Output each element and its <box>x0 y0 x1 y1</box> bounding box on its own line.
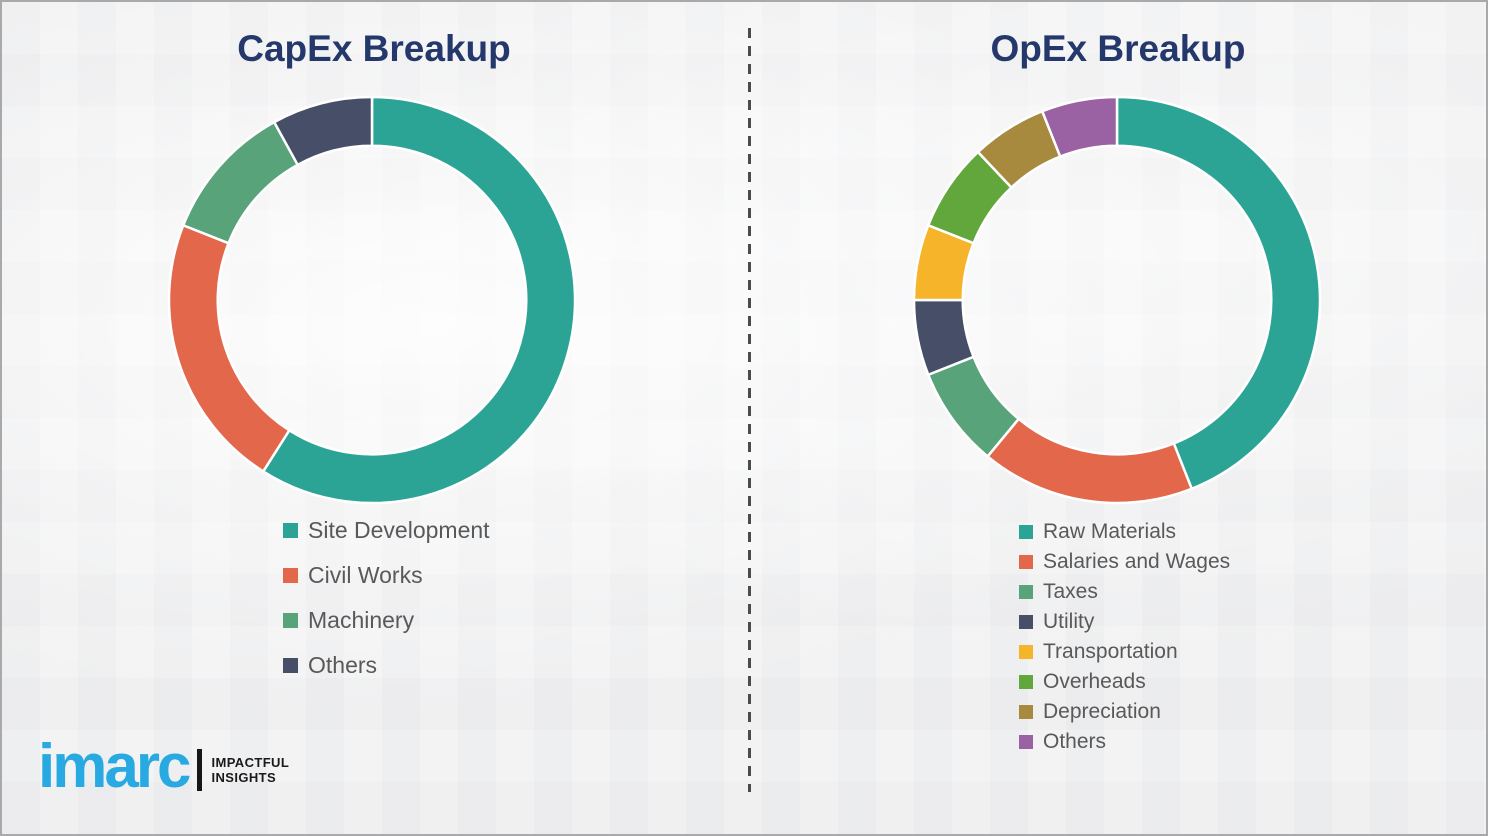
logo-divider-bar <box>197 749 203 792</box>
legend-swatch-depreciation <box>1019 705 1033 719</box>
legend-item-depreciation: Depreciation <box>1019 697 1230 727</box>
legend-swatch-transportation <box>1019 645 1033 659</box>
legend-item-civil-works: Civil Works <box>283 553 490 598</box>
capex-legend: Site Development Civil Works Machinery Othe… <box>283 508 490 688</box>
legend-item-transportation: Transportation <box>1019 637 1230 667</box>
logo-tagline-line2: INSIGHTS <box>211 770 277 786</box>
imarc-logo-wordmark: imarc <box>38 732 191 801</box>
legend-swatch-overheads <box>1019 675 1033 689</box>
legend-item-raw-materials: Raw Materials <box>1019 517 1230 547</box>
legend-label-civil-works: Civil Works <box>308 562 423 588</box>
capex-breakup-slice-others <box>272 95 374 167</box>
capex-breakup-slice-site-development <box>261 95 577 505</box>
opex-donut-chart <box>912 95 1322 505</box>
logo-tagline-line1: IMPACTFUL <box>211 755 290 771</box>
opex-legend: Raw Materials Salaries and Wages Taxes Util… <box>1019 517 1230 757</box>
legend-label-taxes: Taxes <box>1043 580 1098 603</box>
legend-swatch-others <box>283 658 298 673</box>
legend-item-utility: Utility <box>1019 607 1230 637</box>
legend-swatch-salaries-and-wages <box>1019 555 1033 569</box>
imarc-logo: imarc IMPACTFUL INSIGHTS <box>38 732 289 801</box>
legend-label-others: Others <box>308 652 378 678</box>
legend-label-raw-materials: Raw Materials <box>1043 520 1177 543</box>
legend-label-depreciation: Depreciation <box>1043 700 1161 723</box>
capex-breakup-slice-machinery <box>181 120 300 245</box>
legend-swatch-site-development <box>283 523 298 538</box>
capex-breakup-slice-civil-works <box>167 223 292 474</box>
legend-swatch-raw-materials <box>1019 525 1033 539</box>
legend-item-machinery: Machinery <box>283 598 490 643</box>
legend-swatch-civil-works <box>283 568 298 583</box>
legend-label-site-development: Site Development <box>308 517 490 543</box>
legend-swatch-utility <box>1019 615 1033 629</box>
legend-item-site-development: Site Development <box>283 508 490 553</box>
panel-divider-dashed-line <box>748 28 751 792</box>
logo-tagline: IMPACTFUL INSIGHTS <box>211 755 289 785</box>
legend-item-others: Others <box>1019 727 1230 757</box>
legend-label-machinery: Machinery <box>308 607 415 633</box>
capex-donut-chart <box>167 95 577 505</box>
legend-label-salaries-and-wages: Salaries and Wages <box>1043 550 1231 573</box>
opex-breakup-slice-raw-materials <box>1115 95 1322 491</box>
legend-label-transportation: Transportation <box>1043 640 1178 663</box>
legend-label-utility: Utility <box>1043 610 1095 633</box>
legend-item-salaries-and-wages: Salaries and Wages <box>1019 547 1230 577</box>
legend-swatch-machinery <box>283 613 298 628</box>
legend-item-overheads: Overheads <box>1019 667 1230 697</box>
opex-breakup-slice-salaries-and-wages <box>985 417 1194 505</box>
opex-breakup-slice-others <box>1040 95 1119 159</box>
legend-label-overheads: Overheads <box>1043 670 1146 693</box>
legend-swatch-taxes <box>1019 585 1033 599</box>
legend-label-others: Others <box>1043 730 1107 753</box>
capex-chart-title: CapEx Breakup <box>237 28 511 69</box>
legend-item-taxes: Taxes <box>1019 577 1230 607</box>
legend-swatch-others <box>1019 735 1033 749</box>
legend-item-others: Others <box>283 643 490 688</box>
opex-chart-title: OpEx Breakup <box>990 28 1246 69</box>
